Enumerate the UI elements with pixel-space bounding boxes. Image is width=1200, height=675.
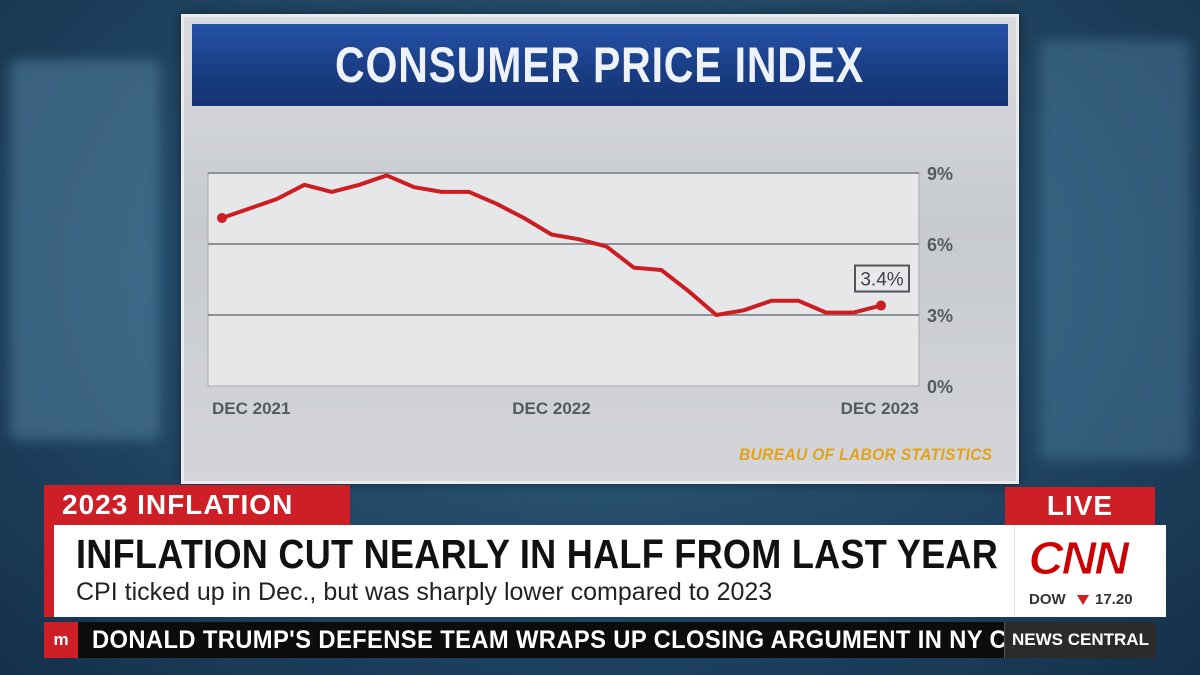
data-source-label: BUREAU OF LABOR STATISTICS — [738, 445, 992, 464]
crawl-marker: m — [44, 622, 78, 658]
background-screen-right — [1040, 40, 1190, 460]
x-tick-label: DEC 2022 — [512, 399, 590, 418]
show-name-label: NEWS CENTRAL — [1004, 622, 1156, 658]
y-tick-label: 0% — [927, 377, 953, 397]
y-tick-label: 6% — [927, 235, 953, 255]
plot-area — [207, 172, 920, 387]
live-badge: LIVE — [1005, 487, 1155, 525]
lower-third: INFLATION CUT NEARLY IN HALF FROM LAST Y… — [44, 525, 1166, 617]
news-crawl-bar: m DONALD TRUMP'S DEFENSE TEAM WRAPS UP C… — [44, 622, 1004, 658]
topic-tag: 2023 INFLATION — [44, 485, 350, 525]
stock-index-value: 17.20 — [1095, 591, 1133, 608]
chart-title-bar: CONSUMER PRICE INDEX — [192, 24, 1008, 106]
background-screen-left — [10, 60, 160, 440]
network-logo: CNN — [1028, 532, 1129, 585]
series-end-point — [876, 300, 886, 311]
network-logo-box: CNN DOW 17.20 — [1014, 525, 1166, 617]
headline: INFLATION CUT NEARLY IN HALF FROM LAST Y… — [76, 531, 999, 577]
news-crawl-text: DONALD TRUMP'S DEFENSE TEAM WRAPS UP CLO… — [92, 626, 1004, 654]
callout-box — [854, 264, 910, 293]
x-tick-label: DEC 2023 — [841, 399, 919, 418]
y-tick-label: 9% — [927, 164, 953, 184]
chart-graphic-panel: CONSUMER PRICE INDEX 9% 6% 3% 0% DEC 2021 DEC… — [181, 14, 1019, 484]
subheadline: CPI ticked up in Dec., but was sharply l… — [76, 578, 773, 606]
y-tick-label: 3% — [927, 306, 953, 326]
x-tick-label: DEC 2021 — [212, 399, 290, 418]
series-start-point — [217, 212, 227, 223]
cpi-line-chart: 9% 6% 3% 0% DEC 2021 DEC 2022 DEC 2023 3.4% — [207, 164, 953, 418]
chart-title: CONSUMER PRICE INDEX — [335, 37, 865, 93]
cpi-series-line — [220, 173, 883, 317]
down-arrow-icon — [1077, 595, 1089, 605]
stock-index-label: DOW — [1029, 591, 1066, 608]
callout-label: 3.4% — [860, 270, 903, 291]
